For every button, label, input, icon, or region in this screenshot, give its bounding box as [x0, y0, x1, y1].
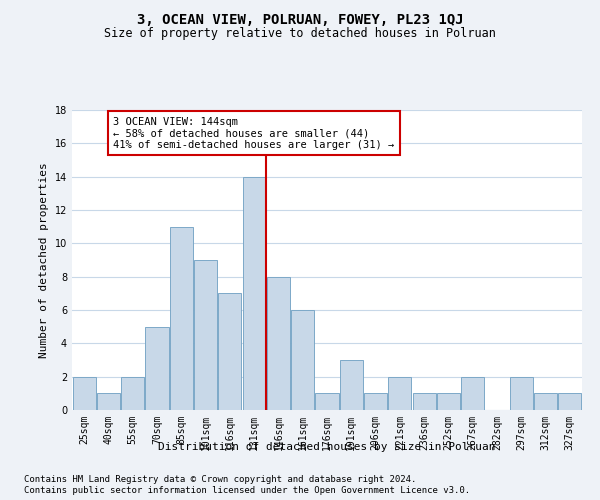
- Bar: [170, 226, 193, 410]
- Text: Distribution of detached houses by size in Polruan: Distribution of detached houses by size …: [158, 442, 496, 452]
- Bar: [73, 376, 95, 410]
- Text: Contains HM Land Registry data © Crown copyright and database right 2024.: Contains HM Land Registry data © Crown c…: [24, 475, 416, 484]
- Bar: [461, 376, 484, 410]
- Y-axis label: Number of detached properties: Number of detached properties: [39, 162, 49, 358]
- Text: 3, OCEAN VIEW, POLRUAN, FOWEY, PL23 1QJ: 3, OCEAN VIEW, POLRUAN, FOWEY, PL23 1QJ: [137, 12, 463, 26]
- Bar: [218, 294, 241, 410]
- Bar: [340, 360, 363, 410]
- Bar: [291, 310, 314, 410]
- Bar: [510, 376, 533, 410]
- Bar: [267, 276, 290, 410]
- Bar: [242, 176, 266, 410]
- Text: 3 OCEAN VIEW: 144sqm
← 58% of detached houses are smaller (44)
41% of semi-detac: 3 OCEAN VIEW: 144sqm ← 58% of detached h…: [113, 116, 395, 150]
- Bar: [194, 260, 217, 410]
- Bar: [121, 376, 144, 410]
- Bar: [388, 376, 412, 410]
- Bar: [97, 394, 120, 410]
- Bar: [364, 394, 387, 410]
- Bar: [559, 394, 581, 410]
- Bar: [413, 394, 436, 410]
- Bar: [437, 394, 460, 410]
- Text: Contains public sector information licensed under the Open Government Licence v3: Contains public sector information licen…: [24, 486, 470, 495]
- Bar: [145, 326, 169, 410]
- Bar: [534, 394, 557, 410]
- Bar: [316, 394, 338, 410]
- Text: Size of property relative to detached houses in Polruan: Size of property relative to detached ho…: [104, 28, 496, 40]
